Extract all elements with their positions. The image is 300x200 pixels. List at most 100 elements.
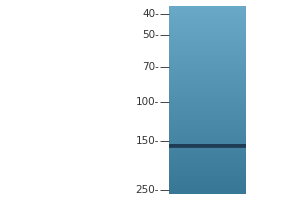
Bar [169, 9, 246, 10]
Bar [169, 64, 246, 65]
Text: 50-: 50- [142, 30, 159, 40]
Bar [169, 174, 246, 175]
Bar [169, 179, 246, 180]
Bar [169, 46, 246, 47]
Bar [169, 106, 246, 107]
Bar [169, 167, 246, 168]
Bar [169, 35, 246, 36]
Text: 150-: 150- [136, 136, 159, 146]
Bar [169, 68, 246, 69]
Bar [169, 181, 246, 182]
Bar [169, 156, 246, 157]
Text: 40-: 40- [142, 9, 159, 19]
Bar [169, 188, 246, 189]
Bar [169, 165, 246, 166]
Bar [169, 136, 246, 137]
Bar [169, 88, 246, 89]
Bar [169, 29, 246, 30]
Bar [169, 149, 246, 150]
Bar [169, 10, 246, 11]
Bar [169, 43, 246, 44]
Bar [169, 76, 246, 77]
Bar [169, 185, 246, 186]
Bar [169, 107, 246, 108]
Text: 100-: 100- [136, 97, 159, 107]
Bar [169, 51, 246, 52]
Bar [169, 114, 246, 115]
Bar [169, 91, 246, 92]
Bar [169, 121, 246, 122]
Bar [169, 184, 246, 185]
Bar [169, 87, 246, 88]
Bar [169, 30, 246, 31]
Bar [169, 94, 246, 95]
Bar [169, 134, 246, 135]
Bar [169, 96, 246, 97]
Bar [169, 186, 246, 187]
Bar [169, 98, 246, 99]
Bar [169, 157, 246, 158]
Bar [169, 26, 246, 27]
Bar [169, 101, 246, 102]
Bar [169, 45, 246, 46]
Bar [169, 71, 246, 72]
Bar [169, 125, 246, 126]
Bar [169, 132, 246, 133]
Bar [169, 49, 246, 50]
Bar [169, 99, 246, 100]
Bar [169, 123, 246, 124]
Bar [169, 60, 246, 61]
Bar [169, 168, 246, 169]
Bar [169, 102, 246, 103]
Bar [169, 160, 246, 161]
Bar [169, 80, 246, 81]
Bar [169, 34, 246, 35]
Bar [169, 119, 246, 120]
Bar [169, 39, 246, 40]
Bar [169, 118, 246, 119]
Bar [169, 129, 246, 130]
Bar [169, 148, 246, 149]
Bar [169, 158, 246, 159]
Bar [169, 180, 246, 181]
Bar [169, 90, 246, 91]
Bar [169, 65, 246, 66]
Bar [169, 127, 246, 128]
Bar [169, 40, 246, 41]
Bar [169, 72, 246, 73]
Bar [169, 159, 246, 160]
Bar [169, 41, 246, 42]
Bar [169, 191, 246, 192]
Bar [169, 171, 246, 172]
Bar [169, 113, 246, 114]
Bar [169, 11, 246, 12]
Bar [169, 162, 246, 163]
Bar [169, 81, 246, 82]
Bar [169, 32, 246, 33]
Bar [169, 8, 246, 9]
Bar [169, 120, 246, 121]
Bar [169, 104, 246, 105]
Bar [169, 67, 246, 68]
Bar [169, 50, 246, 51]
Bar [169, 66, 246, 67]
Bar [169, 23, 246, 24]
Bar [169, 108, 246, 109]
Bar [169, 145, 246, 146]
Bar [169, 111, 246, 112]
Bar [169, 69, 246, 70]
Bar [169, 163, 246, 164]
Bar [169, 25, 246, 26]
Bar [169, 116, 246, 117]
Bar [169, 193, 246, 194]
Bar [169, 143, 246, 144]
Bar [169, 183, 246, 184]
Bar [169, 38, 246, 39]
Bar [169, 63, 246, 64]
Bar [169, 178, 246, 179]
Bar [169, 144, 246, 145]
Bar [169, 19, 246, 20]
Bar [169, 182, 246, 183]
Bar [169, 187, 246, 188]
Bar [169, 28, 246, 29]
